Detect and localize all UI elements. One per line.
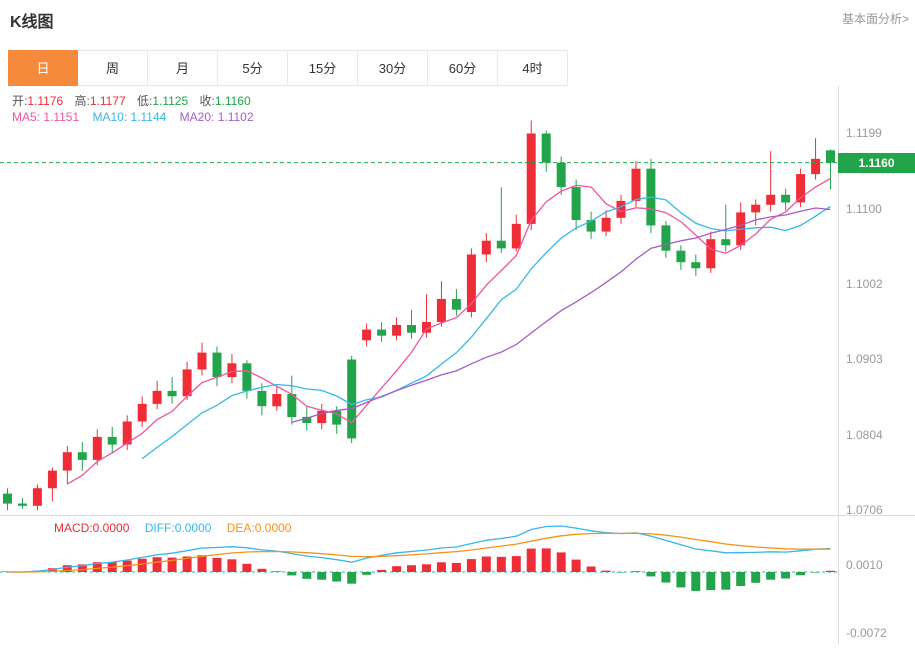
tab-4hour[interactable]: 4时 [498,50,568,86]
timeframe-tabs: 日 周 月 5分 15分 30分 60分 4时 [8,50,568,86]
price-axis-label: 1.0804 [846,428,883,442]
current-price-tag: 1.1160 [838,153,915,173]
fundamental-analysis-link[interactable]: 基本面分析> [841,12,909,26]
macd-legend: MACD:0.0000 DIFF:0.0000 DEA:0.0000 [54,521,303,535]
candlestick-chart[interactable] [0,86,838,515]
macd-value: MACD:0.0000 [54,521,130,535]
price-axis-label: 1.0903 [846,352,883,366]
ma20-value: MA20: 1.1102 [179,110,254,124]
tab-day[interactable]: 日 [8,50,78,86]
tab-15min[interactable]: 15分 [288,50,358,86]
tab-30min[interactable]: 30分 [358,50,428,86]
tab-60min[interactable]: 60分 [428,50,498,86]
page-title: K线图 [10,14,54,31]
ma5-value: MA5: 1.1151 [12,110,80,124]
ma-legend: MA5: 1.1151 MA10: 1.1144 MA20: 1.1102 [12,110,264,124]
price-axis-label: 1.1100 [846,202,882,216]
low-value: 低:1.1125 [137,94,189,108]
price-axis-label: 1.1002 [846,277,883,291]
price-axis-label: 1.1199 [846,126,882,140]
dea-value: DEA:0.0000 [226,521,292,535]
high-value: 高:1.1177 [74,94,126,108]
price-axis: 1.1199 1.1100 1.1002 1.0903 1.0804 1.0706 [838,86,915,517]
macd-chart[interactable] [0,516,838,644]
ohlc-legend: 开:1.1176 高:1.1177 低:1.1125 收:1.1160 [12,92,259,109]
widget-header: K线图 基本面分析> [0,0,915,40]
ma10-value: MA10: 1.1144 [92,110,167,124]
price-axis-label: 1.0706 [846,503,883,517]
close-value: 收:1.1160 [199,94,251,108]
macd-axis-label-top: 0.0010 [846,558,883,572]
tab-week[interactable]: 周 [78,50,148,86]
tab-month[interactable]: 月 [148,50,218,86]
open-value: 开:1.1176 [12,94,64,108]
diff-value: DIFF:0.0000 [144,521,212,535]
tab-5min[interactable]: 5分 [218,50,288,86]
macd-axis: 0.0010 -0.0072 [838,516,915,644]
pane-divider [0,515,915,516]
macd-axis-label-bottom: -0.0072 [846,626,887,640]
